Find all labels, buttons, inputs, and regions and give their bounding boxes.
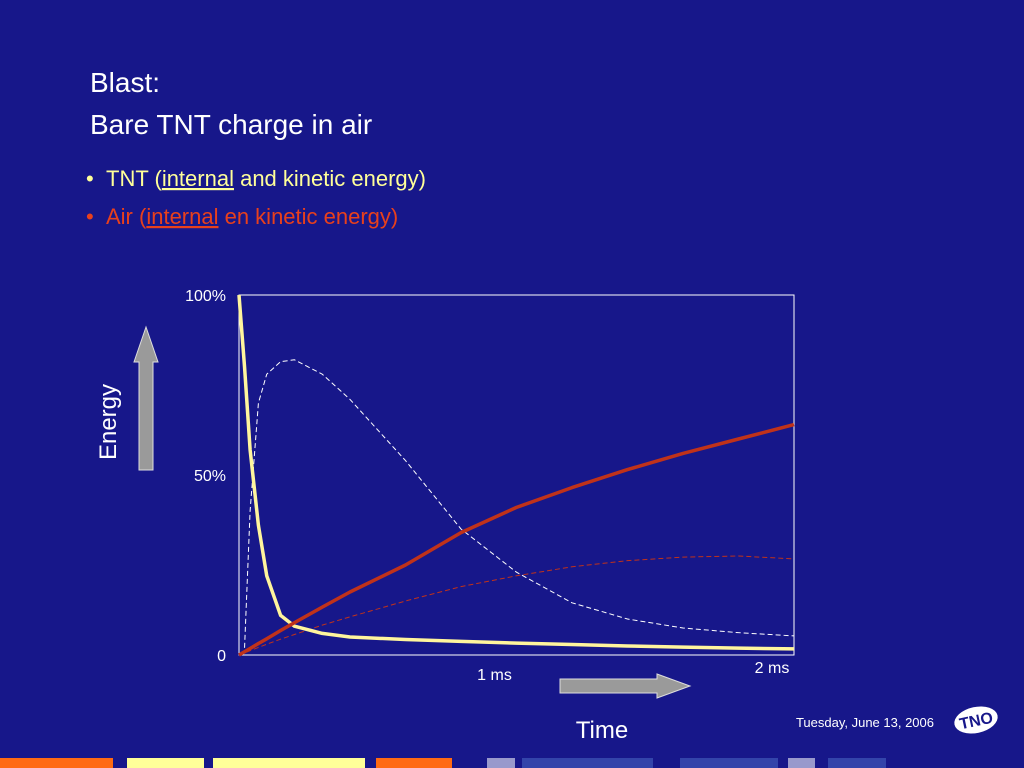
y-axis-label: Energy — [95, 384, 122, 460]
footer-bar — [376, 758, 452, 768]
plot: 0 50% 100% 1 ms 2 ms — [185, 288, 795, 684]
bullet-part: Air ( — [106, 204, 147, 229]
y-tick-label: 100% — [185, 288, 226, 305]
bullet-part: TNT ( — [106, 166, 162, 191]
bullet-part: internal — [146, 204, 218, 229]
series-line — [238, 555, 795, 656]
bullet-part: and kinetic energy) — [234, 166, 426, 191]
footer-bar — [788, 758, 815, 768]
bullet-part: internal — [162, 166, 234, 191]
title-line: Bare TNT charge in air — [90, 109, 372, 140]
logo-text: TNO — [958, 710, 995, 734]
footer-bar — [487, 758, 515, 768]
logo-shape — [954, 706, 998, 734]
bullet-text: Air (internal en kinetic energy) — [106, 204, 398, 229]
footer-bars — [0, 758, 886, 768]
date: Tuesday, June 13, 2006 — [796, 715, 934, 730]
title-line: Blast: — [90, 67, 160, 98]
footer-bar — [522, 758, 653, 768]
bullet-dot: • — [86, 204, 94, 229]
x-arrow — [559, 673, 692, 699]
footer-bar — [828, 758, 886, 768]
footer-bar — [127, 758, 204, 768]
footer-bar — [0, 758, 113, 768]
series-line — [237, 294, 795, 651]
plot-area — [238, 294, 795, 656]
bullet-list: • TNT (internal and kinetic energy)• Air (… — [86, 166, 426, 229]
y-arrow — [133, 325, 159, 471]
bullet-text: TNT (internal and kinetic energy) — [106, 166, 426, 191]
bullet-part: en kinetic energy) — [218, 204, 398, 229]
x-tick-label: 1 ms — [477, 667, 512, 684]
series-line — [244, 359, 795, 648]
series-line — [238, 422, 795, 657]
x-axis-label: Time — [576, 717, 628, 744]
bullet-dot: • — [86, 166, 94, 191]
logo: TNO — [954, 706, 998, 734]
y-tick-label: 50% — [194, 468, 226, 485]
x-tick-label: 2 ms — [755, 660, 790, 677]
footer-bar — [680, 758, 778, 768]
footer-bar — [213, 758, 365, 768]
y-tick-label: 0 — [217, 648, 226, 665]
